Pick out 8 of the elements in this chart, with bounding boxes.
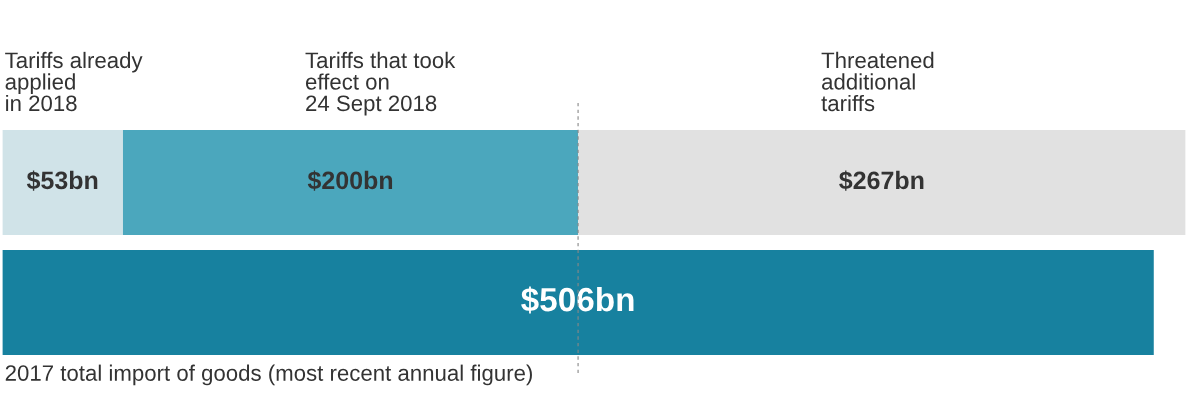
- series-label: Threatened additional tariffs: [821, 51, 934, 112]
- series-label: 2017 total import of goods (most recent annual figure): [5, 364, 532, 386]
- data-label: $200bn: [307, 170, 393, 191]
- data-label: $53bn: [26, 170, 98, 191]
- data-label: $506bn: [521, 286, 634, 314]
- data-label: $267bn: [839, 170, 924, 191]
- series-label: Tariffs that took effect on 24 Sept 2018: [305, 51, 456, 116]
- series-label: Tariffs already applied in 2018: [5, 51, 143, 112]
